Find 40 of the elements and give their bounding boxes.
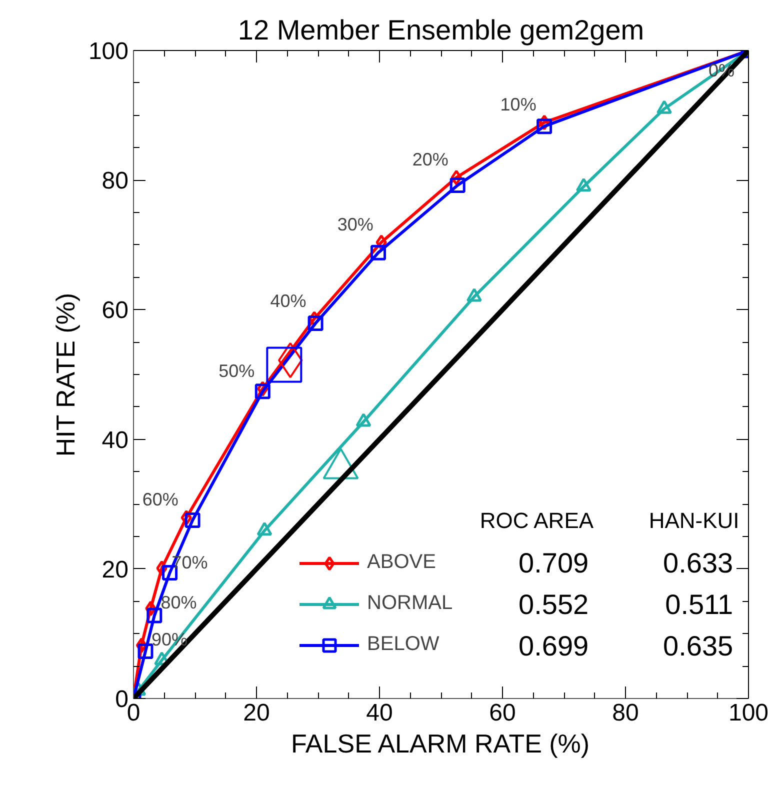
x-tick-label: 80 bbox=[612, 700, 639, 726]
point bbox=[266, 346, 302, 383]
x-tick-label: 40 bbox=[366, 700, 393, 726]
annotation: 0.633 bbox=[663, 547, 734, 578]
point bbox=[138, 643, 154, 659]
y-tick-label: 80 bbox=[102, 168, 129, 195]
point bbox=[308, 316, 324, 332]
annotation: 0.709 bbox=[518, 547, 589, 578]
annotation: 40% bbox=[270, 290, 306, 311]
annotation: 80% bbox=[160, 592, 197, 612]
y-tick-label: 20 bbox=[102, 556, 129, 584]
point bbox=[146, 608, 162, 624]
annotation: 0.552 bbox=[518, 588, 589, 620]
x-tick-label: 60 bbox=[489, 700, 516, 726]
point bbox=[450, 178, 466, 194]
annotation: 60% bbox=[142, 490, 178, 510]
annotation: ROC AREA bbox=[480, 508, 594, 533]
annotation: 50% bbox=[218, 360, 255, 381]
legend-label: BELOW bbox=[367, 633, 440, 656]
point bbox=[184, 512, 200, 528]
annotation: 10% bbox=[500, 94, 536, 114]
x-tick-label: 100 bbox=[728, 700, 769, 726]
annotation: 30% bbox=[337, 214, 374, 234]
y-axis-title: HIT RATE (%) bbox=[50, 292, 80, 457]
point bbox=[254, 384, 270, 400]
y-tick-label: 40 bbox=[102, 426, 129, 454]
annotation: 0.511 bbox=[665, 588, 734, 620]
y-tick-label: 100 bbox=[88, 38, 129, 65]
point bbox=[536, 118, 552, 134]
x-tick-label: 20 bbox=[243, 700, 270, 726]
annotation: 0.699 bbox=[518, 630, 589, 662]
annotation: 20% bbox=[412, 150, 448, 170]
chart-title: 12 Member Ensemble gem2gem bbox=[238, 14, 644, 46]
x-axis-title: FALSE ALARM RATE (%) bbox=[290, 728, 590, 758]
point bbox=[370, 244, 386, 260]
annotation: HAN-KUI bbox=[648, 508, 740, 533]
annotation: 0.635 bbox=[663, 630, 734, 662]
legend-label: NORMAL bbox=[367, 592, 453, 616]
legend-label: ABOVE bbox=[367, 551, 436, 574]
y-tick-label: 60 bbox=[102, 297, 129, 324]
